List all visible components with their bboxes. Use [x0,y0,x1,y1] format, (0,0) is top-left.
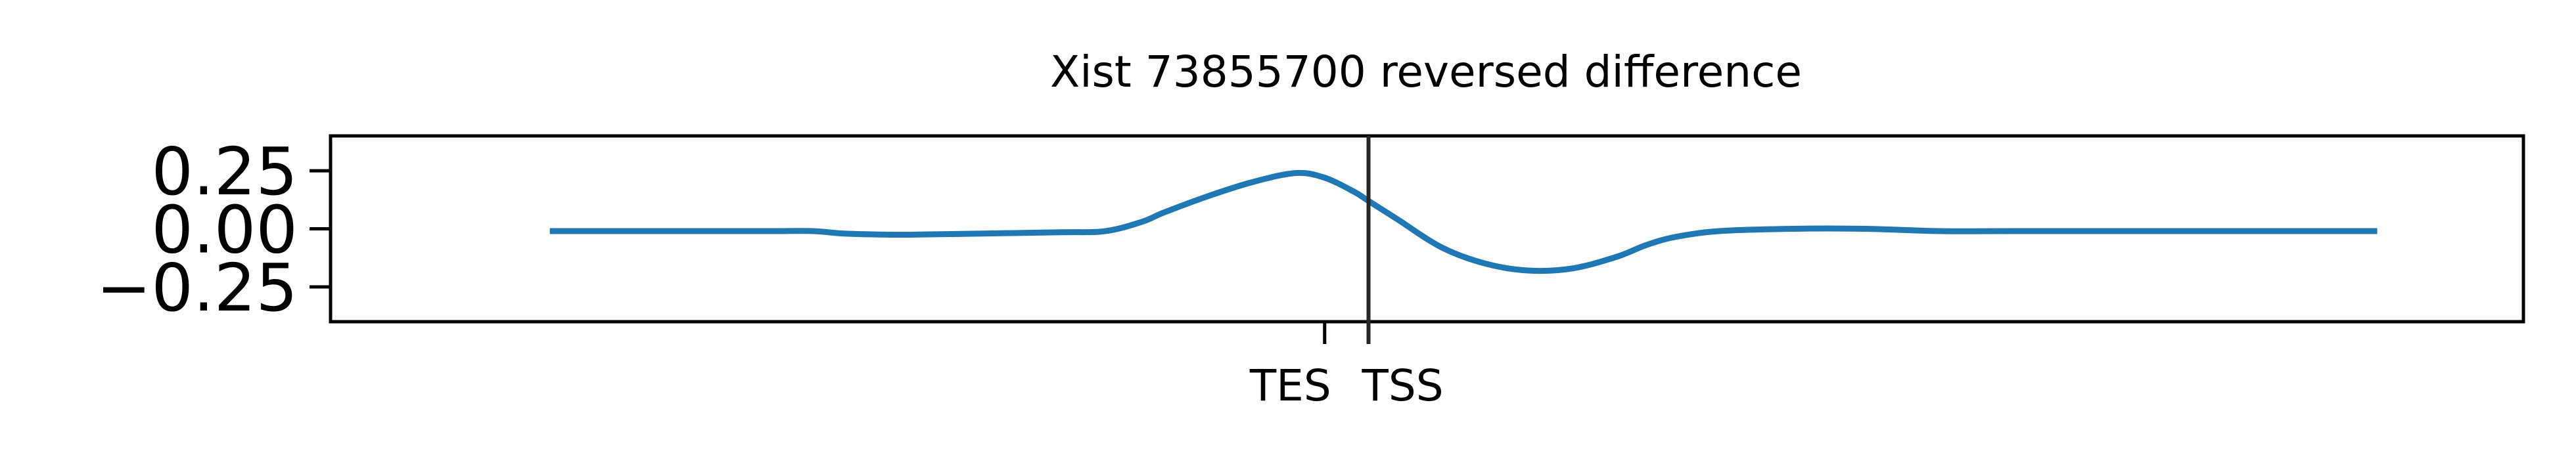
y-axis: 0.250.00−0.25 [97,133,331,326]
y-tick-label: −0.25 [97,249,298,326]
y-tick-label: 0.25 [151,133,298,210]
x-axis: TES TSS [1249,322,1444,411]
y-tick-label: 0.00 [151,192,298,269]
series-layer [549,169,2378,274]
series-line-0 [549,169,2378,274]
x-tick-label-tss: TSS [1362,360,1444,411]
chart-title: Xist 73855700 reversed difference [1050,47,1802,97]
x-tick-label-tes: TES [1249,360,1331,411]
